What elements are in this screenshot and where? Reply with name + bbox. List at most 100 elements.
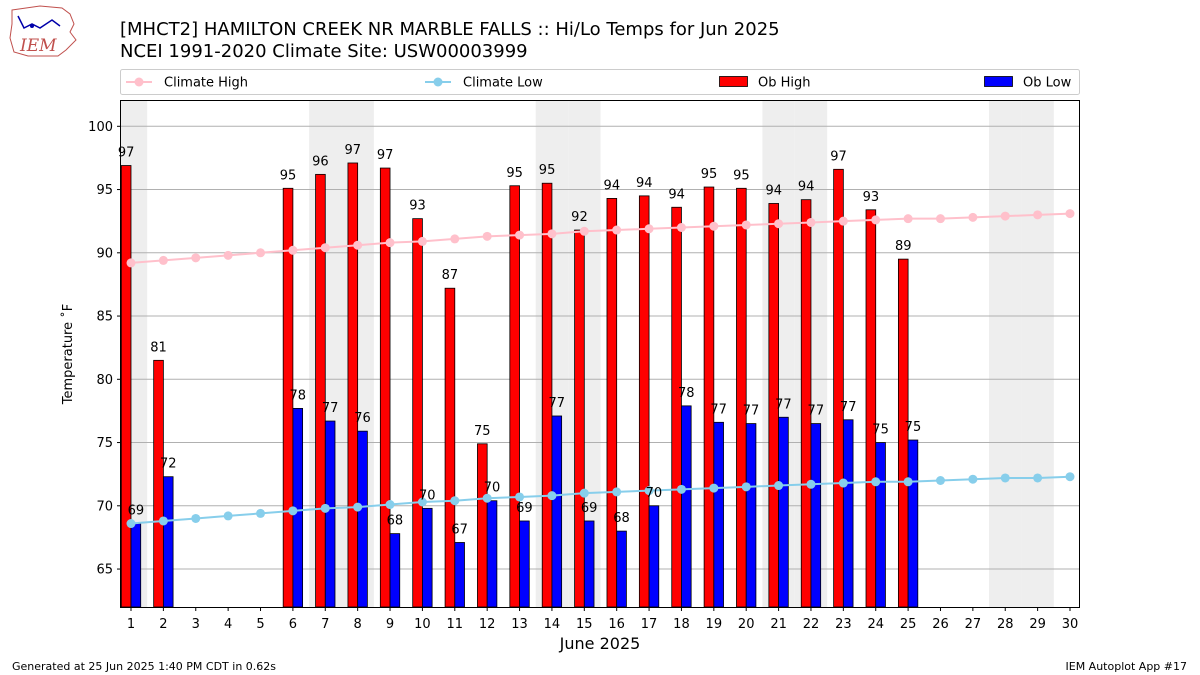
- x-tick-label: 9: [386, 617, 394, 632]
- x-tick-label: 11: [447, 617, 464, 632]
- climate-low-point: [417, 497, 427, 507]
- climate-low-point: [1065, 472, 1075, 482]
- ob-high-label: 95: [539, 163, 556, 178]
- legend-ob-high-swatch: [719, 76, 748, 87]
- ob-high-label: 97: [830, 149, 847, 164]
- x-tick-label: 19: [706, 617, 723, 632]
- climate-high-point: [871, 215, 881, 225]
- ob-low-label: 78: [289, 388, 306, 403]
- ob-high-bar: [120, 165, 132, 608]
- climate-high-point: [191, 253, 201, 263]
- x-tick-label: 24: [867, 617, 884, 632]
- x-tick-label: 17: [641, 617, 658, 632]
- climate-low-point: [256, 508, 266, 518]
- climate-low-point: [126, 519, 136, 529]
- x-tick-label: 15: [576, 617, 593, 632]
- y-tick-label: 100: [88, 120, 113, 135]
- ob-low-bar: [616, 530, 627, 608]
- ob-low-bar: [907, 439, 919, 608]
- climate-low-point: [871, 477, 881, 487]
- ob-low-label: 75: [872, 423, 889, 438]
- y-tick-label: 80: [96, 373, 113, 388]
- x-tick-label: 20: [738, 617, 755, 632]
- climate-high-point: [320, 243, 330, 253]
- ob-low-bar: [842, 419, 854, 608]
- ob-high-bar: [379, 167, 391, 608]
- ob-low-label: 77: [808, 404, 825, 419]
- ob-high-label: 97: [118, 146, 135, 161]
- x-tick-label: 8: [354, 617, 362, 632]
- x-tick-label: 14: [544, 617, 561, 632]
- climate-low-point: [482, 493, 492, 503]
- ob-low-label: 70: [484, 481, 501, 496]
- ob-high-bar: [574, 229, 585, 608]
- chart-subtitle: NCEI 1991-2020 Climate Site: USW00003999: [120, 41, 528, 62]
- climate-high-point: [515, 230, 525, 240]
- climate-high-point: [223, 250, 233, 260]
- ob-high-label: 94: [668, 187, 685, 202]
- ob-high-bar: [703, 186, 715, 608]
- x-tick-label: 7: [321, 617, 329, 632]
- ob-low-bar: [519, 520, 530, 608]
- ob-high-label: 95: [280, 168, 297, 183]
- climate-high-point: [1000, 211, 1010, 221]
- grid-lines: [121, 125, 1080, 570]
- ob-high-bar: [477, 443, 488, 608]
- ob-low-label: 70: [646, 486, 663, 501]
- ob-high-bar: [153, 359, 164, 608]
- ob-high-label: 94: [604, 178, 621, 193]
- ob-low-bar: [551, 415, 563, 608]
- y-tick-label: 85: [96, 310, 113, 325]
- ob-high-bar: [606, 198, 618, 608]
- weekend-band: [989, 101, 1022, 607]
- climate-high-point: [935, 214, 945, 224]
- x-tick-label: 10: [414, 617, 431, 632]
- ob-low-label: 68: [387, 514, 404, 529]
- climate-high-point: [806, 217, 816, 227]
- climate-low-point: [223, 511, 233, 521]
- ob-high-label: 94: [798, 180, 815, 195]
- climate-low-point: [158, 516, 168, 526]
- climate-high-point: [676, 223, 686, 232]
- x-tick-label: 30: [1062, 617, 1079, 632]
- climate-high-point: [903, 214, 913, 224]
- weekend-band: [1021, 101, 1054, 607]
- legend-climate-high-label: Climate High: [164, 76, 248, 91]
- climate-high-point: [158, 255, 168, 265]
- climate-low-point: [676, 484, 686, 494]
- x-tick-label: 22: [803, 617, 820, 632]
- ob-low-label: 70: [419, 488, 436, 503]
- x-tick-label: 26: [932, 617, 949, 632]
- ob-low-bar: [778, 416, 789, 608]
- x-tick-label: 3: [192, 617, 200, 632]
- ob-high-label: 81: [150, 340, 167, 355]
- legend-ob-low-swatch: [984, 76, 1013, 87]
- climate-high-point: [385, 238, 395, 248]
- climate-low-line: [130, 475, 1071, 525]
- climate-high-point: [256, 248, 266, 258]
- ob-low-bar: [130, 523, 142, 608]
- ob-low-label: 78: [678, 386, 695, 401]
- climate-low-point: [741, 482, 751, 492]
- data-labels: 97 81 95 96 97 97 93 87 75 95 95 92 94 94 94 95 95 94 94 97…: [118, 143, 921, 537]
- ob-high-bar: [671, 206, 682, 608]
- ob-high-label: 94: [765, 183, 782, 198]
- ob-high-label: 97: [377, 148, 394, 163]
- bars: [120, 162, 919, 608]
- ob-high-bar: [412, 218, 423, 608]
- x-tick-label: 21: [770, 617, 787, 632]
- climate-high-point: [450, 234, 460, 244]
- climate-high-point: [741, 220, 751, 230]
- x-tick-label: 6: [289, 617, 297, 632]
- ob-low-label: 67: [451, 522, 468, 537]
- logo-text: IEM: [19, 36, 57, 56]
- x-tick-label: 12: [479, 617, 496, 632]
- climate-low-point: [903, 477, 913, 487]
- ob-high-label: 95: [506, 166, 523, 181]
- ob-low-bar: [810, 423, 822, 608]
- ob-high-bar: [638, 195, 650, 608]
- climate-low-point: [450, 496, 460, 506]
- climate-high-point: [579, 226, 589, 236]
